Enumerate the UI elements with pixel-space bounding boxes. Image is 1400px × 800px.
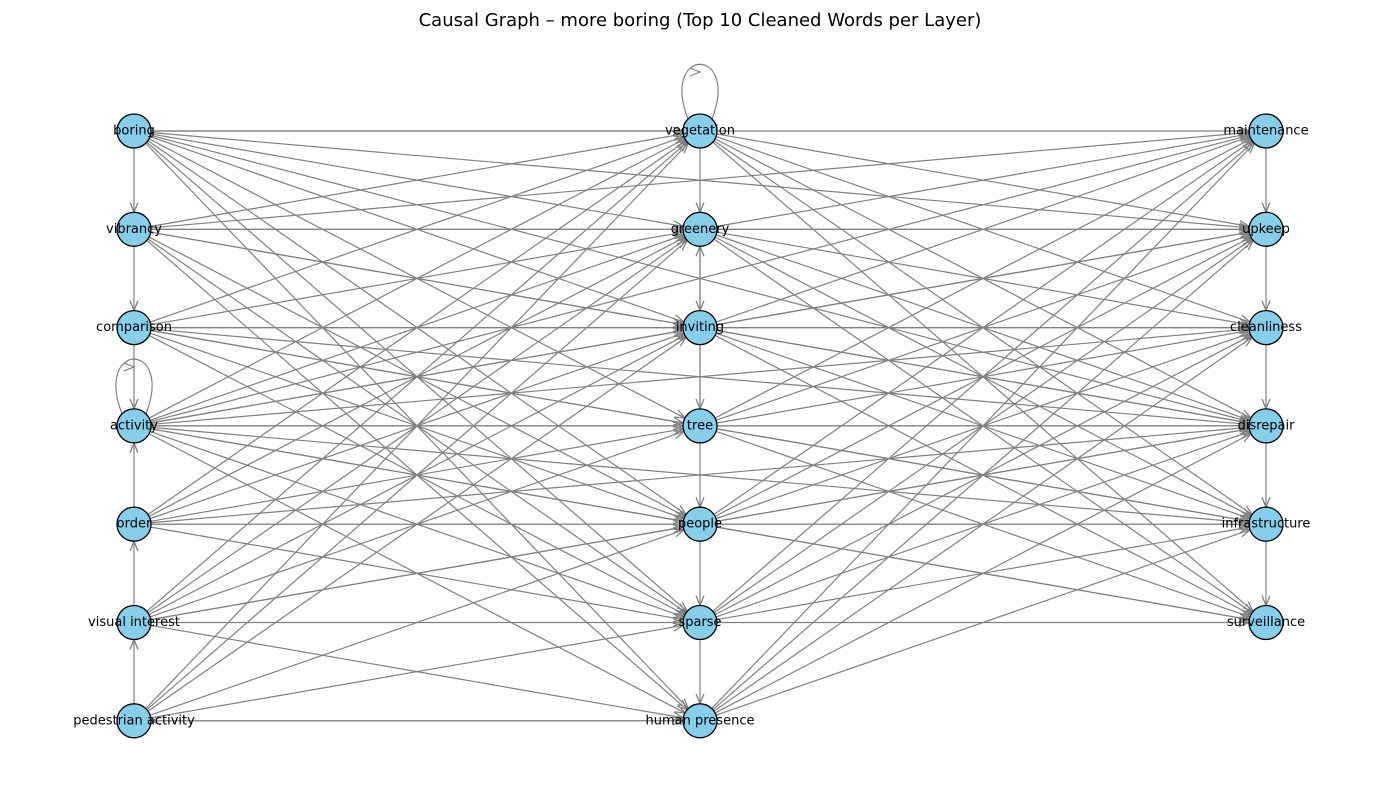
node-pedestrian-activity: pedestrian activity [73,703,195,739]
edge-inviting-to-maintenance [715,137,1250,323]
node-people: people [678,506,722,542]
edge-visual-interest-to-vegetation [146,142,687,612]
node-vegetation: vegetation [665,113,735,149]
node-maintenance: maintenance [1223,113,1309,149]
node-circle-boring [116,113,152,149]
node-cleanliness: cleanliness [1230,309,1302,346]
node-circle-sparse [682,604,718,641]
node-circle-disrepair [1248,408,1284,444]
node-label-inviting: inviting [676,320,724,335]
edge-human-presence-to-disrepair [714,434,1251,714]
node-label-vegetation: vegetation [665,124,735,139]
node-label-boring: boring [113,124,155,139]
chart-title: Causal Graph – more boring (Top 10 Clean… [418,10,982,31]
node-circle-surveillance [1248,604,1284,641]
node-surveillance: surveillance [1227,604,1305,641]
edge-pedestrian-activity-to-inviting [147,337,686,712]
edge-activity-to-vegetation [148,139,685,419]
node-label-vibrancy: vibrancy [106,222,162,237]
node-boring: boring [113,113,155,149]
node-circle-pedestrian-activity [116,703,152,739]
node-circle-people [682,506,718,542]
node-label-tree: tree [687,418,713,433]
node-label-order: order [117,517,152,532]
node-circle-maintenance [1248,113,1284,149]
node-greenery: greenery [671,211,730,247]
edge-vibrancy-to-maintenance [150,132,1249,229]
edge-human-presence-to-infrastructure [715,530,1250,716]
edge-human-presence-to-cleanliness [713,337,1252,712]
node-circle-vibrancy [116,211,152,247]
node-inviting: inviting [676,309,724,346]
node-disrepair: disrepair [1238,408,1296,444]
edge-activity-to-cleanliness [150,329,1249,426]
node-label-disrepair: disrepair [1238,418,1296,433]
edge-people-to-maintenance [713,141,1252,515]
node-circle-activity [116,408,152,444]
node-label-surveillance: surveillance [1227,615,1305,630]
self-loop-activity [115,358,153,415]
edge-pedestrian-activity-to-greenery [146,240,687,711]
edge-layer [115,63,1266,721]
node-label-activity: activity [110,418,158,433]
node-order: order [116,506,152,542]
self-loop-vegetation [681,63,719,120]
node-label-upkeep: upkeep [1242,222,1290,237]
node-label-maintenance: maintenance [1223,124,1308,139]
node-circle-visual-interest [116,604,152,641]
edge-order-to-disrepair [150,427,1249,524]
node-tree: tree [682,408,718,444]
edge-pedestrian-activity-to-people [149,530,684,716]
node-circle-cleanliness [1248,309,1284,346]
node-label-people: people [678,517,722,532]
node-circle-upkeep [1248,211,1284,247]
edge-pedestrian-activity-to-sparse [150,625,684,719]
edge-human-presence-to-upkeep [712,240,1253,711]
node-infrastructure: infrastructure [1222,506,1311,542]
node-circle-comparison [116,309,152,346]
node-sparse: sparse [678,604,722,641]
node-label-human-presence: human presence [646,713,755,728]
node-circle-order [116,506,152,542]
node-circle-inviting [682,309,718,346]
node-label-visual-interest: visual interest [88,615,180,630]
node-circle-infrastructure [1248,506,1284,542]
node-circle-tree [682,408,718,444]
edge-greenery-to-maintenance [716,134,1250,227]
node-comparison: comparison [96,309,172,346]
edge-human-presence-to-maintenance [711,143,1254,709]
node-label-greenery: greenery [671,222,730,237]
node-label-sparse: sparse [678,615,721,630]
node-label-cleanliness: cleanliness [1230,320,1302,335]
edge-pedestrian-activity-to-vegetation [145,143,688,709]
node-circle-greenery [682,211,718,247]
edge-tree-to-maintenance [714,139,1251,419]
node-human-presence: human presence [646,703,755,739]
self-loop-arrowhead-activity [123,362,136,372]
node-activity: activity [110,408,158,444]
node-label-comparison: comparison [96,320,172,335]
node-vibrancy: vibrancy [106,211,162,247]
node-label-infrastructure: infrastructure [1222,517,1311,532]
edge-activity-to-maintenance [150,135,1249,423]
edge-sparse-to-maintenance [712,142,1253,612]
node-circle-vegetation [682,113,718,149]
node-label-pedestrian-activity: pedestrian activity [73,713,195,728]
self-loop-arrowhead-vegetation [689,67,702,77]
edge-vibrancy-to-vegetation [150,134,684,227]
node-circle-human-presence [682,703,718,739]
edge-comparison-to-vegetation [149,137,684,323]
node-layer: boring vibrancy comparison activity order vis… [73,113,1311,739]
node-upkeep: upkeep [1242,211,1290,247]
node-visual-interest: visual interest [88,604,180,641]
edge-order-to-vegetation [147,141,686,515]
